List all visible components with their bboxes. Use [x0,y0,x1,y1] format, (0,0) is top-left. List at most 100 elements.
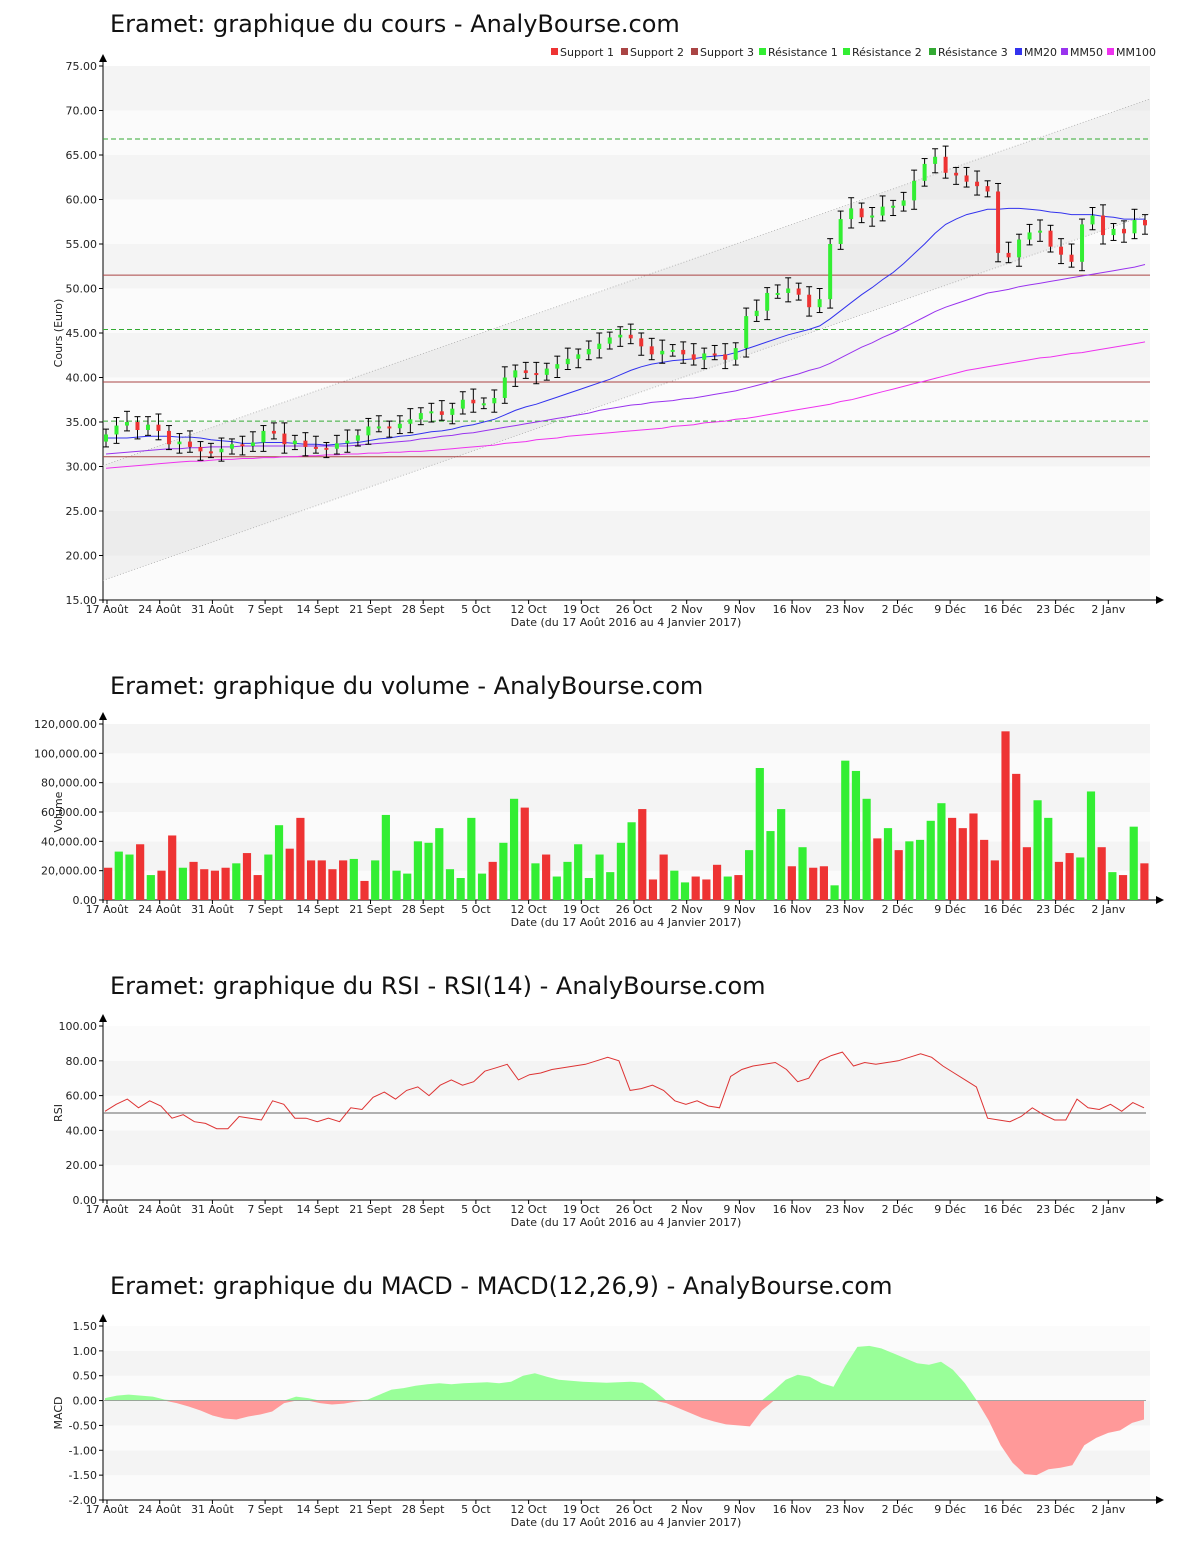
y-tick-label: 60.00 [66,194,98,207]
x-tick-label: 16 Déc [984,1203,1023,1216]
x-tick-label: 26 Oct [616,1503,653,1516]
x-tick-label: 5 Oct [461,1203,491,1216]
grid-band [103,1326,1150,1351]
volume-bar [830,885,839,900]
volume-chart-title: Eramet: graphique du volume - AnalyBours… [110,672,704,700]
candle-body [229,444,234,449]
x-tick-label: 2 Janv [1091,603,1125,616]
x-tick-label: 17 Août [86,603,130,616]
candle-body [912,180,917,201]
volume-bar [787,866,796,900]
volume-bar [296,817,305,900]
y-tick-label: 80.00 [66,1055,98,1068]
x-tick-label: 2 Nov [671,603,703,616]
volume-bar [584,878,593,900]
x-tick-label: 31 Août [191,603,235,616]
volume-bar [969,813,978,900]
x-tick-label: 26 Oct [616,903,653,916]
grid-band [103,753,1150,783]
candle-body [1069,254,1074,262]
candle-body [481,403,486,406]
y-tick-label: 40.00 [66,1124,98,1137]
candle-body [145,424,150,431]
grid-band [103,1165,1150,1200]
candle-body [1132,219,1137,234]
candle-body [1006,252,1011,258]
candle-body [334,443,339,449]
grid-band [103,244,1150,289]
candle-body [208,451,213,454]
macd-chart-title: Eramet: graphique du MACD - MACD(12,26,9… [110,1272,893,1300]
x-tick-label: 16 Déc [984,1503,1023,1516]
candle-body [744,316,749,349]
legend-label: MM20 [1024,46,1057,59]
mm100-line [105,341,1146,469]
candle-body [1080,224,1085,262]
x-tick-label: 21 Sept [349,1203,392,1216]
candle-body [219,448,224,453]
candle-body [1143,219,1147,226]
x-tick-label: 31 Août [191,1203,235,1216]
y-axis-label: Cours (Euro) [52,299,65,368]
candle-body [366,426,371,436]
grid-band [103,812,1150,842]
grid-band [103,1450,1150,1476]
x-tick-label: 26 Oct [616,603,653,616]
legend-swatch [621,48,628,55]
candle-body [597,343,602,350]
x-tick-label: 17 Août [86,1203,130,1216]
grid-band [103,1475,1150,1500]
volume-bar [1065,853,1074,900]
volume-bar [1097,847,1106,900]
volume-bar [445,869,455,900]
x-axis-arrow [1156,1196,1164,1204]
legend-swatch [759,48,766,55]
volume-panel: Eramet: graphique du volume - AnalyBours… [0,640,1200,940]
candle-body [586,349,591,355]
volume-bar [339,860,348,900]
x-tick-label: 31 Août [191,903,235,916]
volume-bar [264,854,273,900]
volume-bar [274,825,284,900]
candle-body [933,156,938,164]
volume-bar [841,760,850,900]
candle-body [1059,246,1064,255]
volume-bar [1118,875,1128,900]
volume-bar [114,851,123,900]
volume-bar [242,853,252,900]
candle-body [198,446,203,452]
candle-body [660,350,665,355]
volume-bar [648,879,658,900]
y-tick-label: 20,000.00 [41,865,97,878]
y-tick-label: -1.00 [69,1444,97,1457]
volume-bar [862,798,871,900]
legend-swatch [551,48,558,55]
candle-body [891,205,896,208]
volume-bar [606,872,615,900]
candle-body [975,181,980,187]
volume-bar [627,822,636,900]
candle-body [754,310,759,317]
grid-band [103,1425,1150,1451]
y-tick-label: 30.00 [66,461,98,474]
candle-body [240,444,245,447]
volume-bar [915,839,925,900]
volume-bar [798,847,807,900]
grid-band [103,377,1150,422]
x-tick-label: 12 Oct [510,903,547,916]
grid-band [103,1350,1150,1376]
grid-band [103,288,1150,333]
volume-bar [1001,731,1010,900]
legend-label: Résistance 2 [852,46,922,59]
candle-body [681,349,686,355]
volume-bar [253,875,262,900]
legend-swatch [1015,48,1022,55]
candle-body [565,358,570,365]
y-tick-label: -1.50 [69,1469,97,1482]
x-tick-label: 28 Sept [402,603,445,616]
volume-bar [178,867,187,900]
volume-bar [883,828,893,900]
y-axis-arrow [99,712,107,720]
candle-body [943,156,948,173]
candle-body [355,435,360,441]
